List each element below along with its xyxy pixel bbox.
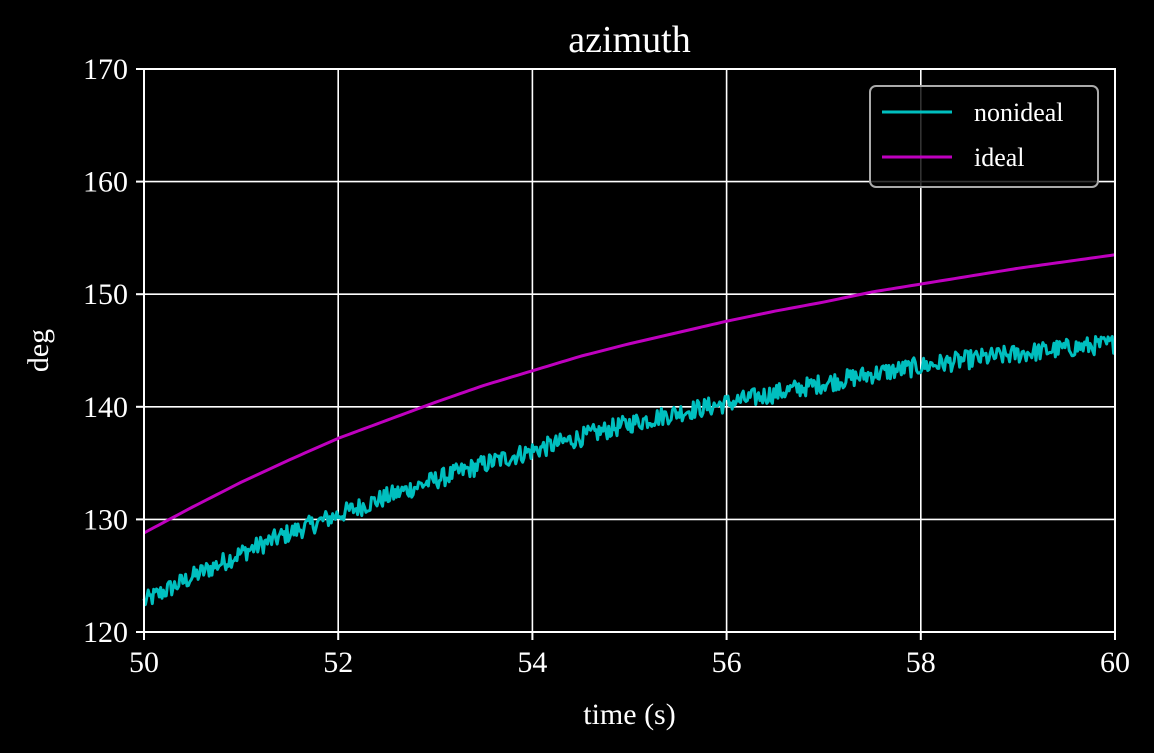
legend: nonideal ideal	[869, 85, 1099, 188]
y-tick-label: 170	[83, 53, 128, 86]
x-tick-label: 56	[712, 646, 742, 679]
legend-label-nonideal: nonideal	[974, 98, 1064, 127]
plot-frame	[143, 68, 1116, 633]
chart-title: azimuth	[568, 19, 690, 61]
axis-ticks: 50 52 54 56 58 60 120 130 140 150 160 170	[83, 53, 1130, 679]
series-lines	[142, 253, 1116, 607]
series-line-ideal	[143, 253, 1116, 535]
y-axis-title: deg	[22, 329, 55, 372]
series-line-nonideal	[142, 335, 1116, 607]
y-tick-label: 120	[83, 616, 128, 649]
y-tick-label: 150	[83, 278, 128, 311]
x-axis-title: time (s)	[583, 698, 675, 731]
x-tick-label: 54	[517, 646, 547, 679]
y-tick-label: 160	[83, 166, 128, 199]
x-tick-label: 50	[129, 646, 159, 679]
x-tick-label: 60	[1100, 646, 1130, 679]
y-tick-label: 140	[83, 391, 128, 424]
x-tick-label: 58	[906, 646, 936, 679]
y-tick-label: 130	[83, 503, 128, 536]
x-tick-label: 52	[323, 646, 353, 679]
legend-label-ideal: ideal	[974, 143, 1025, 172]
